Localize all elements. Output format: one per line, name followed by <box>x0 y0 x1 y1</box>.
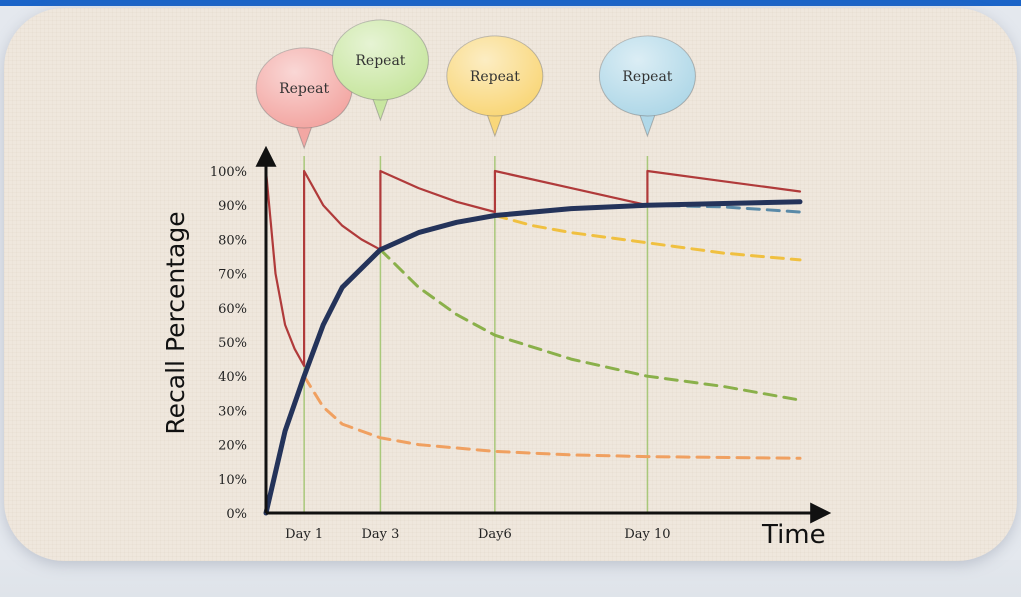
y-tick-label: 10% <box>218 473 247 488</box>
y-tick-label: 80% <box>218 233 247 248</box>
y-tick-label: 60% <box>218 302 247 317</box>
repeat-bubble: Repeat <box>255 47 353 150</box>
forgetting-curve-chart: 0% 10% 20% 30% 40% 50% 60% 70% 80% 90% 100% Day 1 Da… <box>161 19 832 550</box>
y-tick-label: 20% <box>218 439 247 454</box>
x-axis-title: Time <box>761 520 826 550</box>
y-tick-label: 70% <box>218 268 247 283</box>
y-tick-label: 90% <box>218 199 247 214</box>
x-tick-label: Day 1 <box>285 527 323 542</box>
y-tick-label: 100% <box>210 165 247 180</box>
repeat-bubble-label: Repeat <box>622 69 672 85</box>
y-tick-label: 50% <box>218 336 247 351</box>
background <box>0 560 1021 597</box>
series-line-decay-after-day3 <box>378 248 802 402</box>
series-line-forgetting <box>264 169 802 367</box>
x-tick-label: Day 3 <box>361 527 399 542</box>
x-tick-label: Day6 <box>478 527 512 542</box>
series-line-decay-after-day6 <box>493 214 802 262</box>
y-tick-label: 40% <box>218 370 247 385</box>
repeat-bubble: Repeat <box>446 35 544 138</box>
repeat-bubble-label: Repeat <box>355 53 405 69</box>
repeat-bubble-label: Repeat <box>470 69 520 85</box>
chart-card: 0% 10% 20% 30% 40% 50% 60% 70% 80% 90% 100% Day 1 Da… <box>4 8 1017 561</box>
y-tick-label: 30% <box>218 404 247 419</box>
y-tick-label: 0% <box>226 507 247 522</box>
x-tick-label: Day 10 <box>624 527 670 542</box>
repeat-bubble: Repeat <box>331 19 429 122</box>
y-axis-title: Recall Percentage <box>161 211 190 434</box>
repeat-bubble: Repeat <box>598 35 696 138</box>
repeat-bubble-label: Repeat <box>279 81 329 97</box>
top-accent-bar <box>0 0 1021 6</box>
series-line-decay-after-day1 <box>302 374 802 460</box>
series-line-memory <box>263 199 803 516</box>
